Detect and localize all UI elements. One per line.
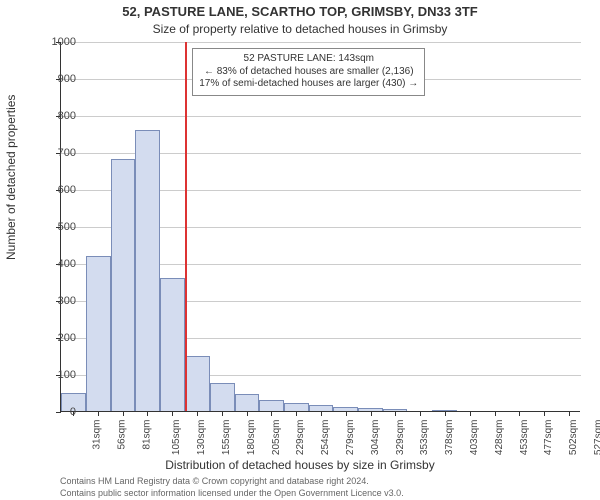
xtick-label: 453sqm — [519, 420, 530, 456]
xtick-mark — [197, 411, 198, 416]
xtick-mark — [172, 411, 173, 416]
xtick-label: 254sqm — [320, 420, 331, 456]
ytick-label: 500 — [58, 221, 76, 233]
footer-line-2: Contains public sector information licen… — [60, 488, 404, 498]
ytick-label: 0 — [70, 406, 76, 418]
annotation-box: 52 PASTURE LANE: 143sqm← 83% of detached… — [192, 48, 425, 96]
xtick-mark — [420, 411, 421, 416]
ytick-label: 1000 — [52, 36, 76, 48]
xtick-mark — [470, 411, 471, 416]
xtick-label: 378sqm — [444, 420, 455, 456]
annotation-line: 52 PASTURE LANE: 143sqm — [199, 53, 418, 66]
ytick-label: 200 — [58, 332, 76, 344]
title-sub: Size of property relative to detached ho… — [0, 22, 600, 36]
xtick-mark — [544, 411, 545, 416]
xtick-mark — [395, 411, 396, 416]
histogram-bar — [160, 278, 185, 411]
xtick-label: 81sqm — [142, 420, 153, 450]
ytick-label: 600 — [58, 184, 76, 196]
ytick-label: 100 — [58, 369, 76, 381]
xtick-label: 105sqm — [171, 420, 182, 456]
annotation-line: ← 83% of detached houses are smaller (2,… — [199, 66, 418, 79]
xtick-mark — [296, 411, 297, 416]
xtick-mark — [222, 411, 223, 416]
ytick-label: 300 — [58, 295, 76, 307]
xtick-mark — [569, 411, 570, 416]
xtick-mark — [147, 411, 148, 416]
xtick-mark — [519, 411, 520, 416]
xtick-mark — [445, 411, 446, 416]
ytick-label: 400 — [58, 258, 76, 270]
xtick-label: 180sqm — [246, 420, 257, 456]
xtick-label: 279sqm — [345, 420, 356, 456]
title-main: 52, PASTURE LANE, SCARTHO TOP, GRIMSBY, … — [0, 4, 600, 19]
xtick-label: 353sqm — [419, 420, 430, 456]
histogram-bar — [259, 400, 283, 411]
xtick-label: 329sqm — [395, 420, 406, 456]
ytick-label: 800 — [58, 110, 76, 122]
plot-inner — [60, 42, 580, 412]
xtick-label: 304sqm — [370, 420, 381, 456]
xtick-mark — [247, 411, 248, 416]
xtick-mark — [371, 411, 372, 416]
chart-container: 52, PASTURE LANE, SCARTHO TOP, GRIMSBY, … — [0, 0, 600, 500]
y-axis-label: Number of detached properties — [4, 95, 18, 260]
xtick-mark — [123, 411, 124, 416]
ytick-mark — [56, 412, 61, 413]
gridline — [61, 116, 581, 117]
histogram-bar — [135, 130, 159, 411]
xtick-mark — [321, 411, 322, 416]
plot-area — [60, 42, 580, 412]
ytick-label: 900 — [58, 73, 76, 85]
xtick-mark — [495, 411, 496, 416]
xtick-label: 229sqm — [295, 420, 306, 456]
xtick-label: 403sqm — [469, 420, 480, 456]
histogram-bar — [111, 159, 135, 411]
xtick-label: 205sqm — [271, 420, 282, 456]
gridline — [61, 42, 581, 43]
xtick-label: 155sqm — [221, 420, 232, 456]
marker-line — [185, 42, 187, 411]
xtick-label: 56sqm — [117, 420, 128, 450]
xtick-label: 502sqm — [568, 420, 579, 456]
histogram-bar — [210, 383, 235, 411]
histogram-bar — [185, 356, 210, 412]
xtick-mark — [98, 411, 99, 416]
histogram-bar — [235, 394, 259, 411]
ytick-label: 700 — [58, 147, 76, 159]
histogram-bar — [86, 256, 111, 411]
xtick-label: 130sqm — [196, 420, 207, 456]
xtick-label: 31sqm — [92, 420, 103, 450]
xtick-label: 477sqm — [543, 420, 554, 456]
x-axis-caption: Distribution of detached houses by size … — [0, 458, 600, 472]
xtick-mark — [271, 411, 272, 416]
footer-line-1: Contains HM Land Registry data © Crown c… — [60, 476, 369, 486]
xtick-label: 527sqm — [593, 420, 600, 456]
xtick-label: 428sqm — [494, 420, 505, 456]
histogram-bar — [284, 403, 309, 411]
xtick-mark — [346, 411, 347, 416]
annotation-line: 17% of semi-detached houses are larger (… — [199, 78, 418, 91]
